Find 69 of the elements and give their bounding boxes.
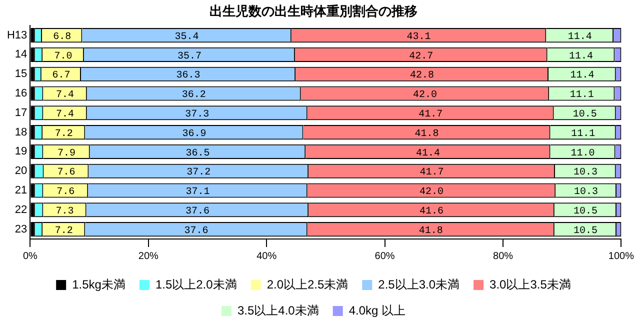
data-label: 11.4	[569, 51, 594, 62]
x-tick-label: 40%	[256, 250, 277, 262]
data-label: 7.2	[54, 226, 73, 237]
data-label: 6.8	[53, 32, 72, 43]
y-tick-label: 18	[14, 126, 28, 138]
data-label: 6.7	[52, 70, 70, 82]
data-label: 10.3	[574, 187, 598, 198]
data-label: 41.7	[418, 110, 443, 121]
x-tick-label: 20%	[138, 250, 158, 262]
data-label: 42.8	[410, 70, 434, 82]
data-label: 37.6	[185, 206, 210, 218]
data-label: 42.0	[419, 187, 444, 198]
data-label: 11.1	[570, 90, 594, 102]
data-label: 42.0	[412, 90, 437, 102]
y-tick-label: 16	[14, 88, 28, 100]
y-tick-label: 22	[14, 204, 28, 216]
data-label: 7.0	[54, 51, 72, 62]
data-label: 37.6	[184, 226, 208, 237]
legend-label: 3.0以上3.5未満	[490, 277, 571, 292]
chart-title: 出生児数の出生時体重別割合の推移	[210, 3, 418, 18]
data-label: 11.0	[570, 148, 595, 160]
data-label: 35.7	[177, 51, 202, 62]
data-label: 41.4	[416, 148, 440, 160]
data-label: 41.7	[420, 168, 444, 179]
data-label: 11.1	[571, 128, 596, 140]
data-label: 37.1	[186, 187, 210, 198]
data-label: 10.5	[573, 206, 598, 218]
legend-label: 1.5以上2.0未満	[155, 277, 237, 292]
x-tick-label: 100%	[608, 250, 634, 262]
y-tick-label: 20	[14, 165, 28, 178]
data-label: 36.9	[182, 128, 206, 140]
data-label: 7.4	[56, 90, 74, 102]
data-label: 35.4	[174, 32, 199, 43]
data-label: 7.6	[57, 168, 76, 179]
x-tick-label: 0%	[22, 250, 38, 262]
legend-label: 2.5以上3.0未満	[378, 277, 460, 292]
data-label: 10.3	[573, 168, 598, 179]
data-label: 10.5	[572, 110, 597, 121]
data-label: 37.2	[186, 168, 211, 179]
y-tick-label: H13	[6, 29, 28, 42]
y-tick-label: 21	[14, 184, 28, 197]
y-tick-label: 15	[14, 68, 28, 80]
data-label: 42.7	[409, 51, 434, 62]
data-label: 41.6	[419, 206, 444, 218]
y-tick-label: 17	[14, 106, 28, 119]
y-tick-label: 14	[14, 48, 28, 61]
legend-label: 4.0kg 以上	[348, 303, 406, 318]
data-label: 43.1	[406, 32, 431, 43]
y-tick-label: 23	[14, 223, 28, 236]
data-label: 36.2	[182, 90, 206, 102]
legend-label: 2.0以上2.5未満	[266, 277, 348, 292]
x-tick-label: 60%	[374, 250, 395, 262]
y-tick-label: 19	[14, 146, 28, 158]
x-tick-label: 80%	[493, 250, 514, 262]
data-label: 36.5	[186, 148, 210, 160]
data-label: 36.3	[176, 70, 200, 82]
data-label: 7.9	[58, 148, 76, 160]
data-label: 41.8	[414, 128, 439, 140]
data-label: 10.5	[573, 226, 598, 237]
data-label: 7.2	[54, 128, 73, 140]
legend-label: 3.5以上4.0未満	[237, 303, 319, 318]
data-label: 7.3	[56, 206, 74, 218]
data-label: 41.8	[418, 226, 443, 237]
legend-label: 1.5kg未満	[72, 277, 126, 292]
data-label: 37.3	[185, 110, 210, 121]
data-label: 11.4	[570, 70, 594, 82]
data-label: 7.6	[56, 187, 75, 198]
data-label: 11.4	[568, 32, 592, 43]
data-label: 7.4	[56, 110, 74, 121]
